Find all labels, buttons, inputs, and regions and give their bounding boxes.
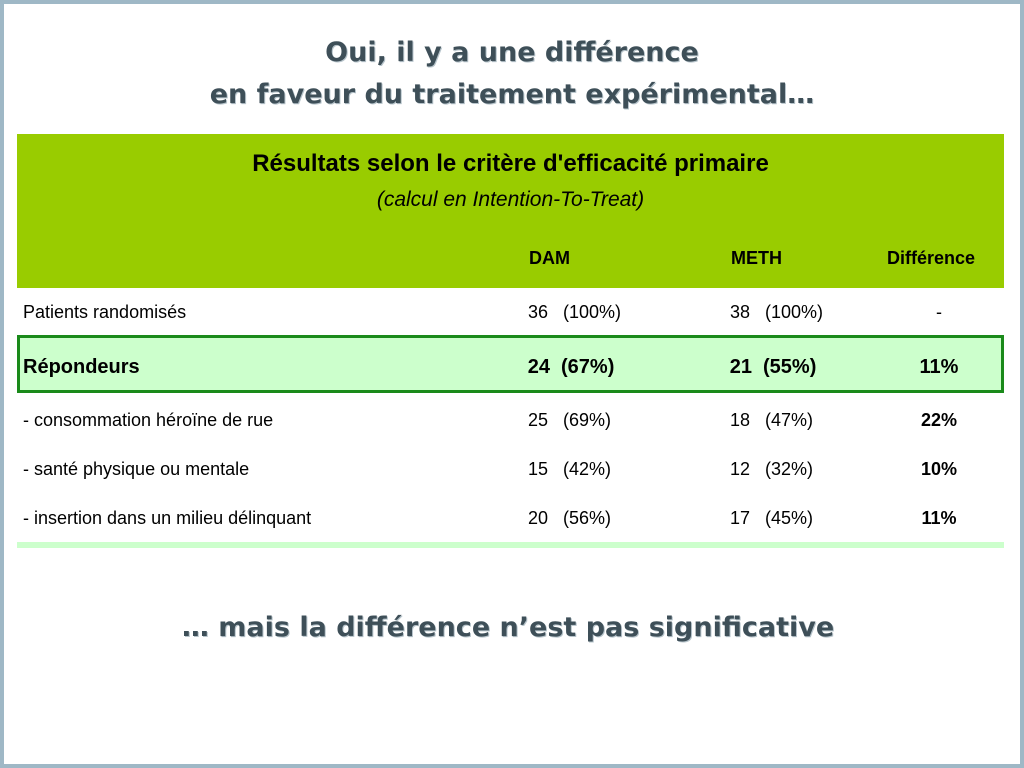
highlighted-row-box [17, 335, 1004, 393]
slide-title-line-1: Oui, il y a une différence [325, 37, 699, 68]
dam-percent: (67%) [561, 356, 615, 378]
meth-count: 17 [729, 508, 750, 528]
slide-title-line-2: en faveur du traitement expérimental… [209, 79, 815, 110]
row-label: - insertion dans un milieu délinquant [23, 508, 312, 528]
difference-value: 11% [919, 356, 959, 378]
column-header-dam: DAM [529, 248, 570, 268]
dam-count: 36 [527, 302, 548, 322]
row-label: Répondeurs [23, 356, 140, 378]
dam-percent: (69%) [563, 410, 612, 430]
table-header-panel: Résultats selon le critère d'efficacité … [17, 134, 1004, 288]
dam-count: 25 [527, 410, 548, 430]
difference-value: 11% [921, 508, 957, 528]
difference-value: - [936, 302, 942, 322]
dam-percent: (42%) [563, 459, 612, 479]
dam-percent: (56%) [563, 508, 612, 528]
row-label: Patients randomisés [23, 302, 187, 322]
dam-count: 15 [527, 459, 548, 479]
dam-percent: (100%) [563, 302, 622, 322]
meth-percent: (47%) [765, 410, 814, 430]
meth-count: 12 [729, 459, 750, 479]
column-header-meth: METH [731, 248, 782, 268]
meth-percent: (32%) [765, 459, 814, 479]
dam-count: 20 [527, 508, 548, 528]
column-header-difference: Différence [887, 248, 976, 268]
dam-count: 24 [527, 356, 550, 378]
meth-count: 18 [729, 410, 750, 430]
meth-percent: (45%) [765, 508, 814, 528]
meth-percent: (100%) [765, 302, 824, 322]
meth-count: 21 [729, 356, 752, 378]
table-subtitle: (calcul en Intention-To-Treat) [376, 188, 645, 211]
row-label: - santé physique ou mentale [23, 459, 250, 479]
table-bottom-rule [17, 542, 1004, 548]
conclusion-text: … mais la différence n’est pas significa… [181, 612, 835, 643]
difference-value: 10% [920, 459, 958, 479]
slide-title: Oui, il y a une différence en faveur du … [4, 32, 1020, 116]
row-label: - consommation héroïne de rue [23, 410, 274, 430]
meth-percent: (55%) [763, 356, 817, 378]
difference-value: 22% [920, 410, 958, 430]
meth-count: 38 [729, 302, 750, 322]
table-title: Résultats selon le critère d'efficacité … [252, 150, 769, 177]
